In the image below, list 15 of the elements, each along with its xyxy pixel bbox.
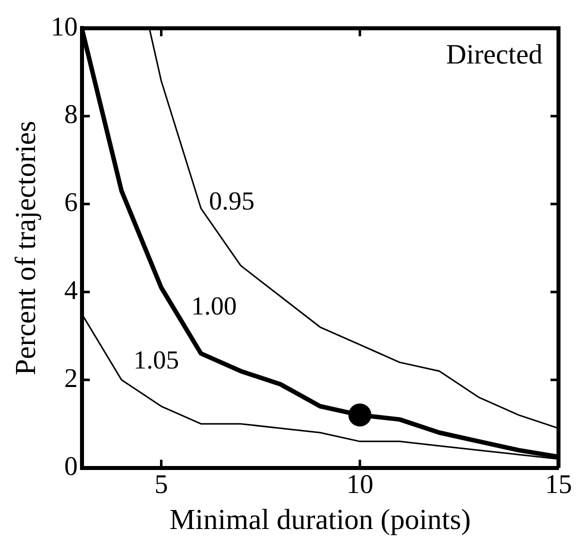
- y-tick-label: 6: [64, 187, 78, 218]
- y-tick-label: 8: [64, 99, 78, 130]
- y-tick-label: 10: [50, 11, 78, 42]
- series-label: 0.95: [208, 186, 254, 216]
- y-axis-title: Percent of trajectories: [10, 120, 42, 376]
- y-tick-label: 2: [64, 362, 78, 393]
- x-axis-title: Minimal duration (points): [170, 504, 471, 536]
- y-tick-label: 4: [64, 275, 78, 306]
- x-tick-label: 5: [154, 469, 168, 500]
- x-tick-label: 10: [346, 469, 374, 500]
- series-label: 1.00: [191, 291, 237, 320]
- series-label: 1.05: [134, 346, 180, 375]
- x-tick-label: 15: [545, 469, 572, 500]
- annotation: Directed: [446, 40, 542, 71]
- y-tick-label: 0: [64, 450, 78, 481]
